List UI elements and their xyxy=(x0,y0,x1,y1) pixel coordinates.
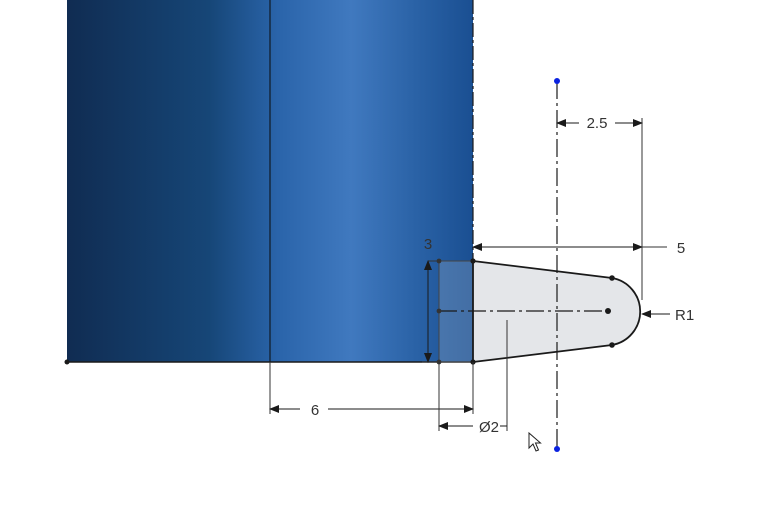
dimension-value-3[interactable]: 3 xyxy=(424,236,432,253)
sketch-point[interactable] xyxy=(609,275,615,281)
dimension-2-5[interactable]: 2.5 xyxy=(556,115,643,300)
construction-endpoint-bottom[interactable] xyxy=(554,446,560,452)
dimension-value-diameter[interactable]: Ø2 xyxy=(479,419,499,436)
dimension-value-radius[interactable]: R1 xyxy=(675,307,694,324)
sketch-point[interactable] xyxy=(609,342,615,348)
dimension-3[interactable]: 3 xyxy=(422,236,439,363)
sketch-point[interactable] xyxy=(436,308,442,314)
arc-center-point[interactable] xyxy=(605,308,611,314)
dimension-value-2-5[interactable]: 2.5 xyxy=(587,115,608,132)
dimension-6[interactable]: 6 xyxy=(269,362,474,419)
sketch-point[interactable] xyxy=(64,359,70,365)
dimension-5[interactable]: 5 xyxy=(472,240,685,257)
dimension-radius[interactable]: R1 xyxy=(641,307,694,324)
sketch-point[interactable] xyxy=(470,258,476,264)
construction-endpoint-top[interactable] xyxy=(554,78,560,84)
dimension-value-6[interactable]: 6 xyxy=(311,402,319,419)
dimension-diameter[interactable]: Ø2 xyxy=(438,320,508,436)
dimension-value-5[interactable]: 5 xyxy=(677,240,685,257)
mouse-pointer-icon xyxy=(528,431,542,452)
